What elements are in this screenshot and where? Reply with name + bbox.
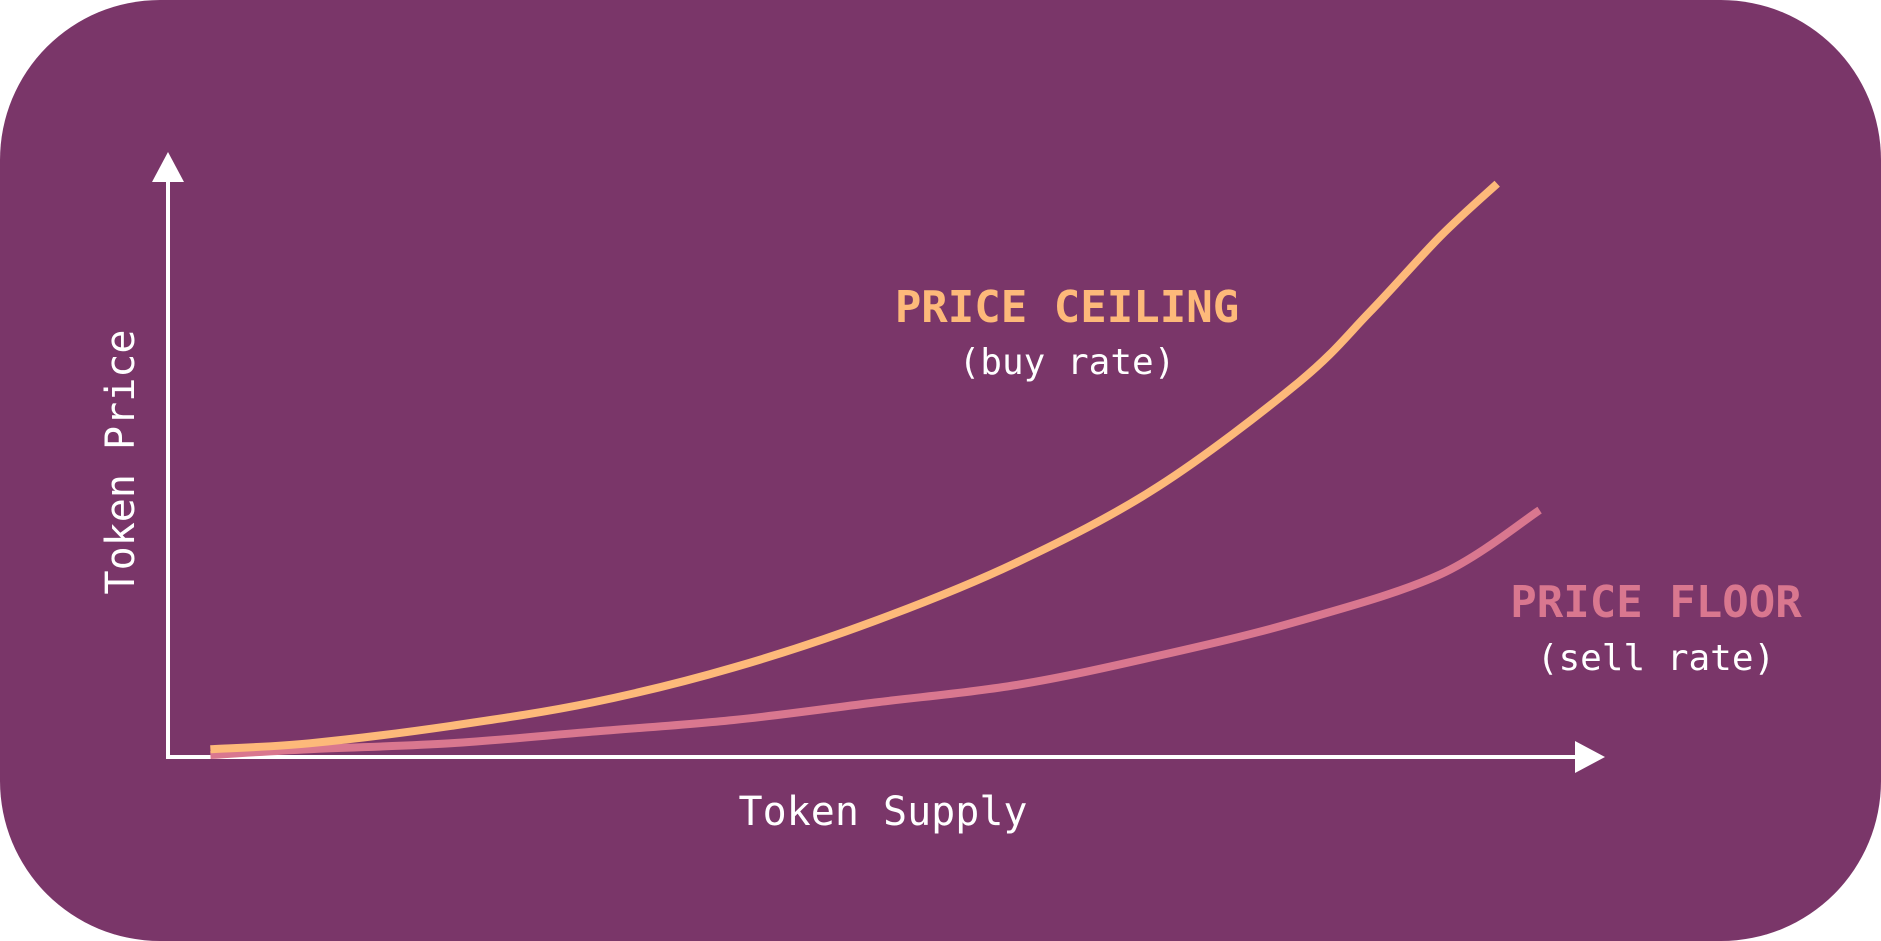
price-floor-sublabel: (sell rate) <box>1537 638 1775 679</box>
y-axis-arrow-icon <box>152 152 184 182</box>
price-floor-label: PRICE FLOOR <box>1510 577 1802 628</box>
y-axis-label: Token Price <box>98 330 144 595</box>
x-axis-label: Token Supply <box>739 789 1028 835</box>
x-axis-arrow-icon <box>1575 741 1605 773</box>
price-floor-curve <box>210 506 1542 759</box>
price-ceiling-label: PRICE CEILING <box>895 282 1239 333</box>
price-ceiling-sublabel: (buy rate) <box>959 342 1176 383</box>
price-ceiling-curve <box>210 180 1500 754</box>
